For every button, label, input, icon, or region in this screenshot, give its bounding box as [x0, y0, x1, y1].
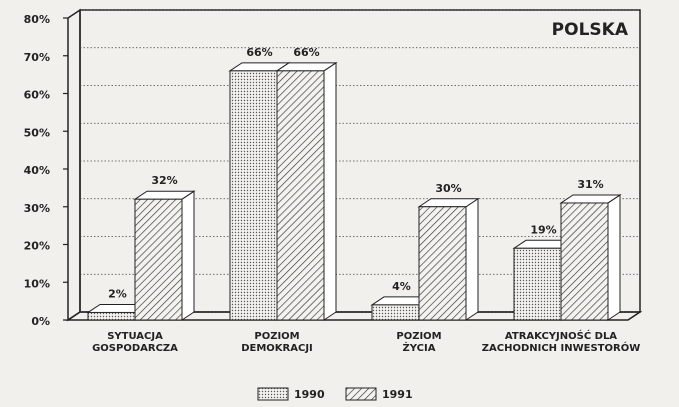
value-label: 66%: [293, 46, 319, 59]
annotation: POLSKA: [552, 20, 629, 40]
legend-swatch: [257, 387, 289, 401]
y-tick-label: 40%: [24, 164, 50, 177]
plot: 0% 10% 20% 30% 40% 50% 60% 70% 80% SYTUACJA GOSPOD…: [24, 8, 643, 401]
bar: [371, 304, 420, 321]
bar: [418, 206, 467, 321]
bar: [560, 202, 609, 321]
value-label: 30%: [435, 182, 461, 195]
y-tick-label: 30%: [24, 202, 50, 215]
y-tick-label: 20%: [24, 240, 50, 253]
x-tick-label: ATRAKCYJNOŚĆ DLA ZACHODNICH INWESTORÓW: [482, 329, 641, 354]
value-label: 66%: [246, 46, 272, 59]
y-tick-label: 80%: [24, 13, 50, 26]
legend-label: 1991: [382, 388, 413, 401]
value-label: 32%: [151, 174, 177, 187]
value-label: 4%: [392, 280, 411, 293]
bar-side: [607, 194, 621, 321]
value-label: 19%: [530, 223, 556, 236]
value-label: 2%: [108, 287, 127, 300]
y-tick-label: 0%: [31, 315, 50, 328]
y-tick-label: 10%: [24, 277, 50, 290]
x-tick-label: SYTUACJA GOSPODARCZA: [92, 331, 178, 354]
bar: [276, 70, 325, 321]
legend-label: 1990: [294, 388, 325, 401]
side-wall: [67, 8, 81, 322]
bar-side: [323, 61, 337, 321]
y-tick-label: 70%: [24, 51, 50, 64]
value-label: 31%: [577, 178, 603, 191]
bar: [513, 247, 562, 321]
bar: [134, 198, 183, 321]
bar-side: [181, 190, 195, 321]
bar: [87, 311, 136, 321]
bar: [229, 70, 278, 321]
bar-side: [465, 197, 479, 321]
legend-swatch: [345, 387, 377, 401]
y-tick-label: 60%: [24, 89, 50, 102]
x-tick-label: POZIOM ŻYCIA: [396, 331, 441, 354]
x-tick-label: POZIOM DEMOKRACJI: [241, 331, 313, 354]
y-tick-label: 50%: [24, 126, 50, 139]
